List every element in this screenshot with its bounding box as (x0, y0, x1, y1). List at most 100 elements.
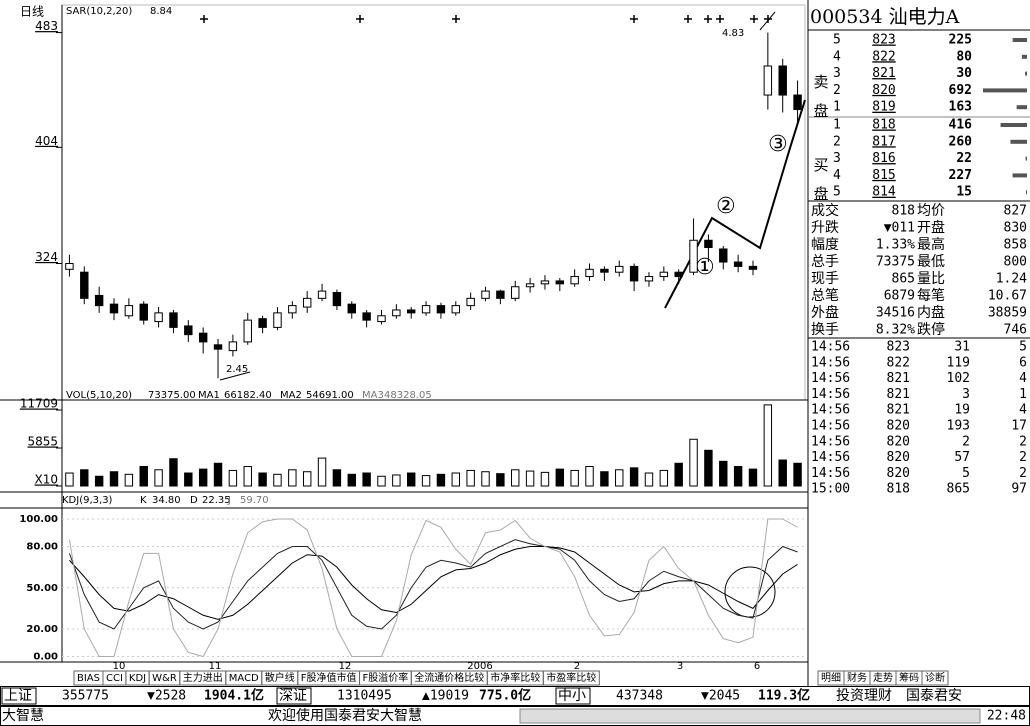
volume-bar (733, 466, 743, 487)
trade-time: 14:56 (811, 387, 850, 402)
tab[interactable]: 散户线 (265, 671, 295, 684)
y-tick-label: 324 (35, 250, 58, 264)
level: 5 (833, 185, 841, 200)
index-change: ▼2045 (701, 689, 740, 704)
stat-label: 成交 (811, 202, 839, 219)
tab[interactable]: 主力进出 (183, 671, 223, 684)
kdj-legend: KDJ(9,3,3) (62, 495, 113, 506)
tab[interactable]: BIAS (77, 673, 100, 684)
price: 820 (872, 83, 895, 98)
tab[interactable]: 诊断 (925, 671, 945, 684)
volume-legend: MA3 (362, 390, 384, 401)
index-change: ▼2528 (147, 689, 186, 704)
volume: 15 (956, 185, 972, 200)
stat-value: 8.32% (876, 323, 915, 338)
stat-label: 最高 (917, 236, 945, 253)
tab[interactable]: 财务 (847, 671, 867, 684)
tab[interactable]: 市净率比较 (490, 671, 540, 684)
tab[interactable]: 明细 (821, 671, 841, 684)
index-amount: 775.0亿 (479, 688, 531, 704)
candle-body (377, 315, 386, 323)
progress (519, 708, 981, 724)
depth-bar (1021, 54, 1027, 59)
candle-body (362, 312, 371, 321)
depth-bar (1012, 173, 1027, 178)
y-tick-label: 80.00 (26, 542, 58, 553)
price: 817 (872, 134, 895, 149)
tab[interactable]: 市盈率比较 (546, 671, 596, 684)
tab[interactable]: F股溢价率 (363, 671, 409, 684)
tab-frame (921, 670, 949, 686)
volume-bar (704, 449, 713, 487)
volume-bar (555, 468, 565, 487)
candle-body (585, 268, 594, 278)
stat-label: 幅度 (811, 237, 839, 253)
tab[interactable]: MACD (229, 673, 259, 684)
tab-frame (542, 670, 600, 686)
candle-body (198, 332, 208, 343)
volume-legend: VOL(5,10,20) (66, 390, 132, 401)
trade-volume: 57 (954, 450, 970, 465)
stat-label: 换手 (811, 321, 839, 338)
candle-body (288, 305, 297, 314)
volume: 80 (956, 49, 972, 64)
mark: ② (716, 194, 736, 219)
trade-count: 5 (1019, 340, 1027, 355)
tab[interactable]: KDJ (129, 673, 146, 684)
tab[interactable]: F股净值市值 (301, 671, 357, 684)
volume-bar (362, 472, 371, 487)
trade-price: 821 (887, 371, 910, 386)
volume-bar (302, 471, 312, 487)
volume-bar (511, 469, 520, 487)
tab[interactable]: 全流通价格比较 (414, 671, 484, 684)
volume-bar (406, 472, 416, 487)
tab[interactable]: 走势 (873, 671, 893, 684)
level: 4 (833, 168, 841, 183)
stat-label: 开盘 (917, 219, 945, 236)
candle-body (540, 280, 550, 285)
trade-count: 2 (1019, 466, 1027, 481)
volume-bar (451, 472, 461, 487)
candle-body (139, 303, 148, 321)
volume-bar (392, 474, 401, 487)
stat-value: 1.33% (876, 238, 915, 253)
price: 814 (872, 185, 896, 200)
volume-bar (317, 457, 327, 487)
volume-bar (139, 466, 148, 487)
stat-label: 量比 (917, 271, 945, 287)
candle-body (496, 290, 505, 299)
candle-body (109, 303, 119, 314)
candle-body (80, 271, 89, 299)
level: 3 (833, 151, 841, 166)
candle-body (570, 276, 579, 285)
volume-bar (228, 469, 238, 487)
stat-value: ▼011 (884, 221, 915, 236)
trade-count: 4 (1019, 371, 1027, 386)
period: 日线 (20, 5, 44, 19)
trade-price: 821 (887, 403, 910, 418)
level: 5 (833, 33, 841, 48)
x-tick-label: 10 (113, 661, 126, 672)
link[interactable]: 投资理财 (836, 688, 892, 704)
candle-body (659, 271, 669, 278)
trade-volume: 119 (947, 355, 970, 370)
candle-body (94, 294, 104, 307)
candle-body (392, 309, 401, 317)
index-name: 中小 (558, 688, 586, 704)
volume-bar (466, 469, 475, 487)
tab[interactable]: 筹码 (899, 671, 919, 684)
tab[interactable]: CCI (106, 673, 123, 684)
index-value: 1310495 (337, 689, 392, 704)
tab[interactable]: W&R (152, 673, 177, 684)
depth-bar (1000, 123, 1027, 127)
stat-label: 最低 (917, 254, 945, 270)
mark: ① (695, 255, 715, 280)
volume-bar (644, 472, 654, 487)
level: 3 (833, 66, 841, 81)
trade-price: 821 (887, 387, 910, 402)
x-tick-label: 11 (209, 661, 222, 672)
volume-bar (80, 469, 89, 487)
stat-value: 830 (1004, 221, 1027, 236)
volume-bar (600, 471, 609, 487)
link[interactable]: 国泰君安 (906, 688, 962, 704)
